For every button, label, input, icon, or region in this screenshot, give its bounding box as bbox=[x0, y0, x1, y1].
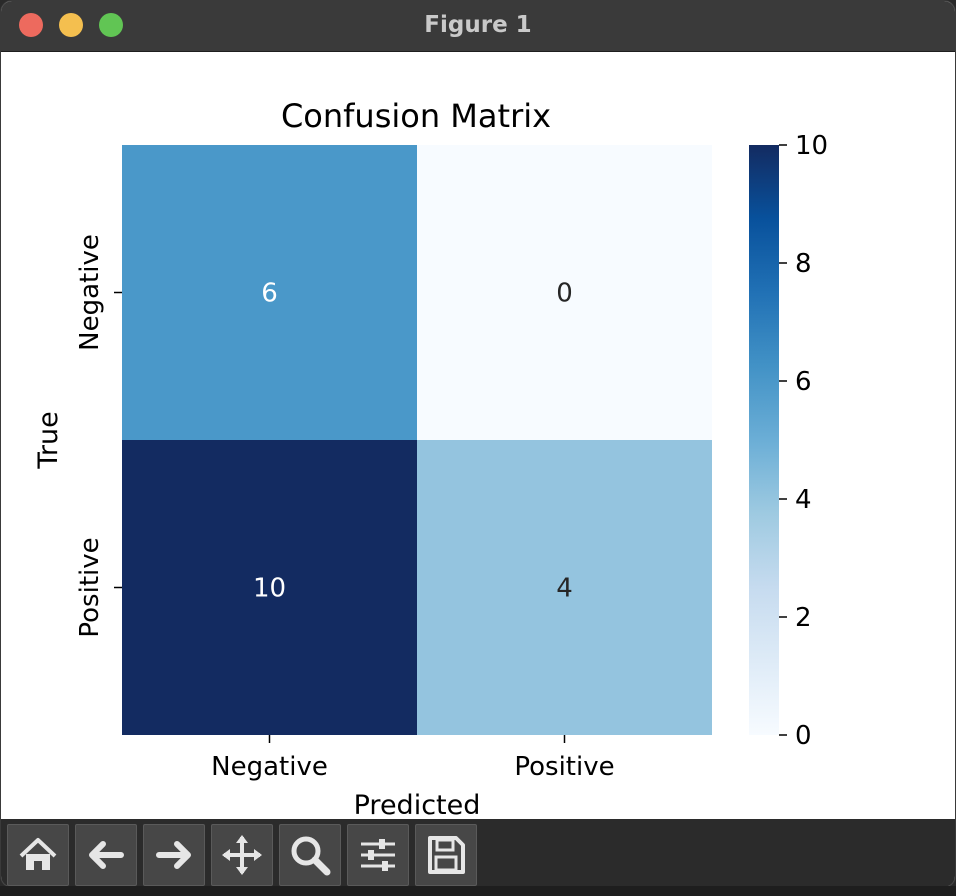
confusion-matrix-chart: Confusion Matrix 6 010 4 Negative Positive … bbox=[33, 97, 828, 821]
heatmap-cell bbox=[417, 145, 712, 440]
title-bar: Figure 1 bbox=[1, 1, 955, 52]
zoom-magnifier-icon bbox=[291, 836, 331, 876]
forward-button[interactable] bbox=[143, 824, 205, 886]
colorbar bbox=[749, 145, 779, 735]
colorbar-tick-label: 2 bbox=[795, 603, 812, 633]
y-axis-label: True bbox=[33, 411, 64, 469]
terminal-background bbox=[0, 886, 956, 896]
cell-value-label: 10 bbox=[253, 574, 286, 604]
y-tick-label: Negative bbox=[75, 234, 105, 351]
close-window-button[interactable] bbox=[19, 13, 43, 37]
home-icon bbox=[19, 838, 57, 870]
pan-button[interactable] bbox=[211, 824, 273, 886]
configure-subplots-icon bbox=[361, 839, 395, 871]
colorbar-tick-label: 10 bbox=[795, 131, 828, 161]
chart-title: Confusion Matrix bbox=[281, 97, 551, 135]
maximize-window-button[interactable] bbox=[99, 13, 123, 37]
zoom-button[interactable] bbox=[279, 824, 341, 886]
configure-subplots-button[interactable] bbox=[347, 824, 409, 886]
navigation-toolbar bbox=[1, 819, 955, 887]
x-tick-label: Positive bbox=[514, 752, 614, 782]
x-axis-label: Predicted bbox=[354, 790, 481, 819]
colorbar-tick-label: 6 bbox=[795, 367, 812, 397]
y-tick-label: Positive bbox=[75, 537, 105, 637]
minimize-window-button[interactable] bbox=[59, 13, 83, 37]
cell-value-label: 0 bbox=[556, 279, 573, 309]
x-tick-label: Negative bbox=[211, 752, 328, 782]
home-button[interactable] bbox=[7, 824, 69, 886]
heatmap-cell bbox=[122, 145, 417, 440]
back-button[interactable] bbox=[75, 824, 137, 886]
figure-canvas: Confusion Matrix 6 0 10 4 Negative Positive … bbox=[1, 52, 955, 821]
forward-arrow-icon bbox=[156, 841, 191, 869]
colorbar-tick-label: 0 bbox=[795, 721, 812, 751]
heatmap-cell bbox=[417, 440, 712, 735]
cell-value-label: 6 bbox=[261, 279, 278, 309]
window-title: Figure 1 bbox=[424, 12, 532, 38]
save-disk-icon bbox=[428, 836, 465, 874]
colorbar-tick-label: 4 bbox=[795, 485, 812, 515]
save-button[interactable] bbox=[415, 824, 477, 886]
heatmap-cell bbox=[122, 440, 417, 735]
cell-value-label: 4 bbox=[556, 574, 573, 604]
colorbar-tick-label: 8 bbox=[795, 249, 812, 279]
back-arrow-icon bbox=[89, 841, 124, 869]
pan-move-icon bbox=[222, 835, 262, 875]
